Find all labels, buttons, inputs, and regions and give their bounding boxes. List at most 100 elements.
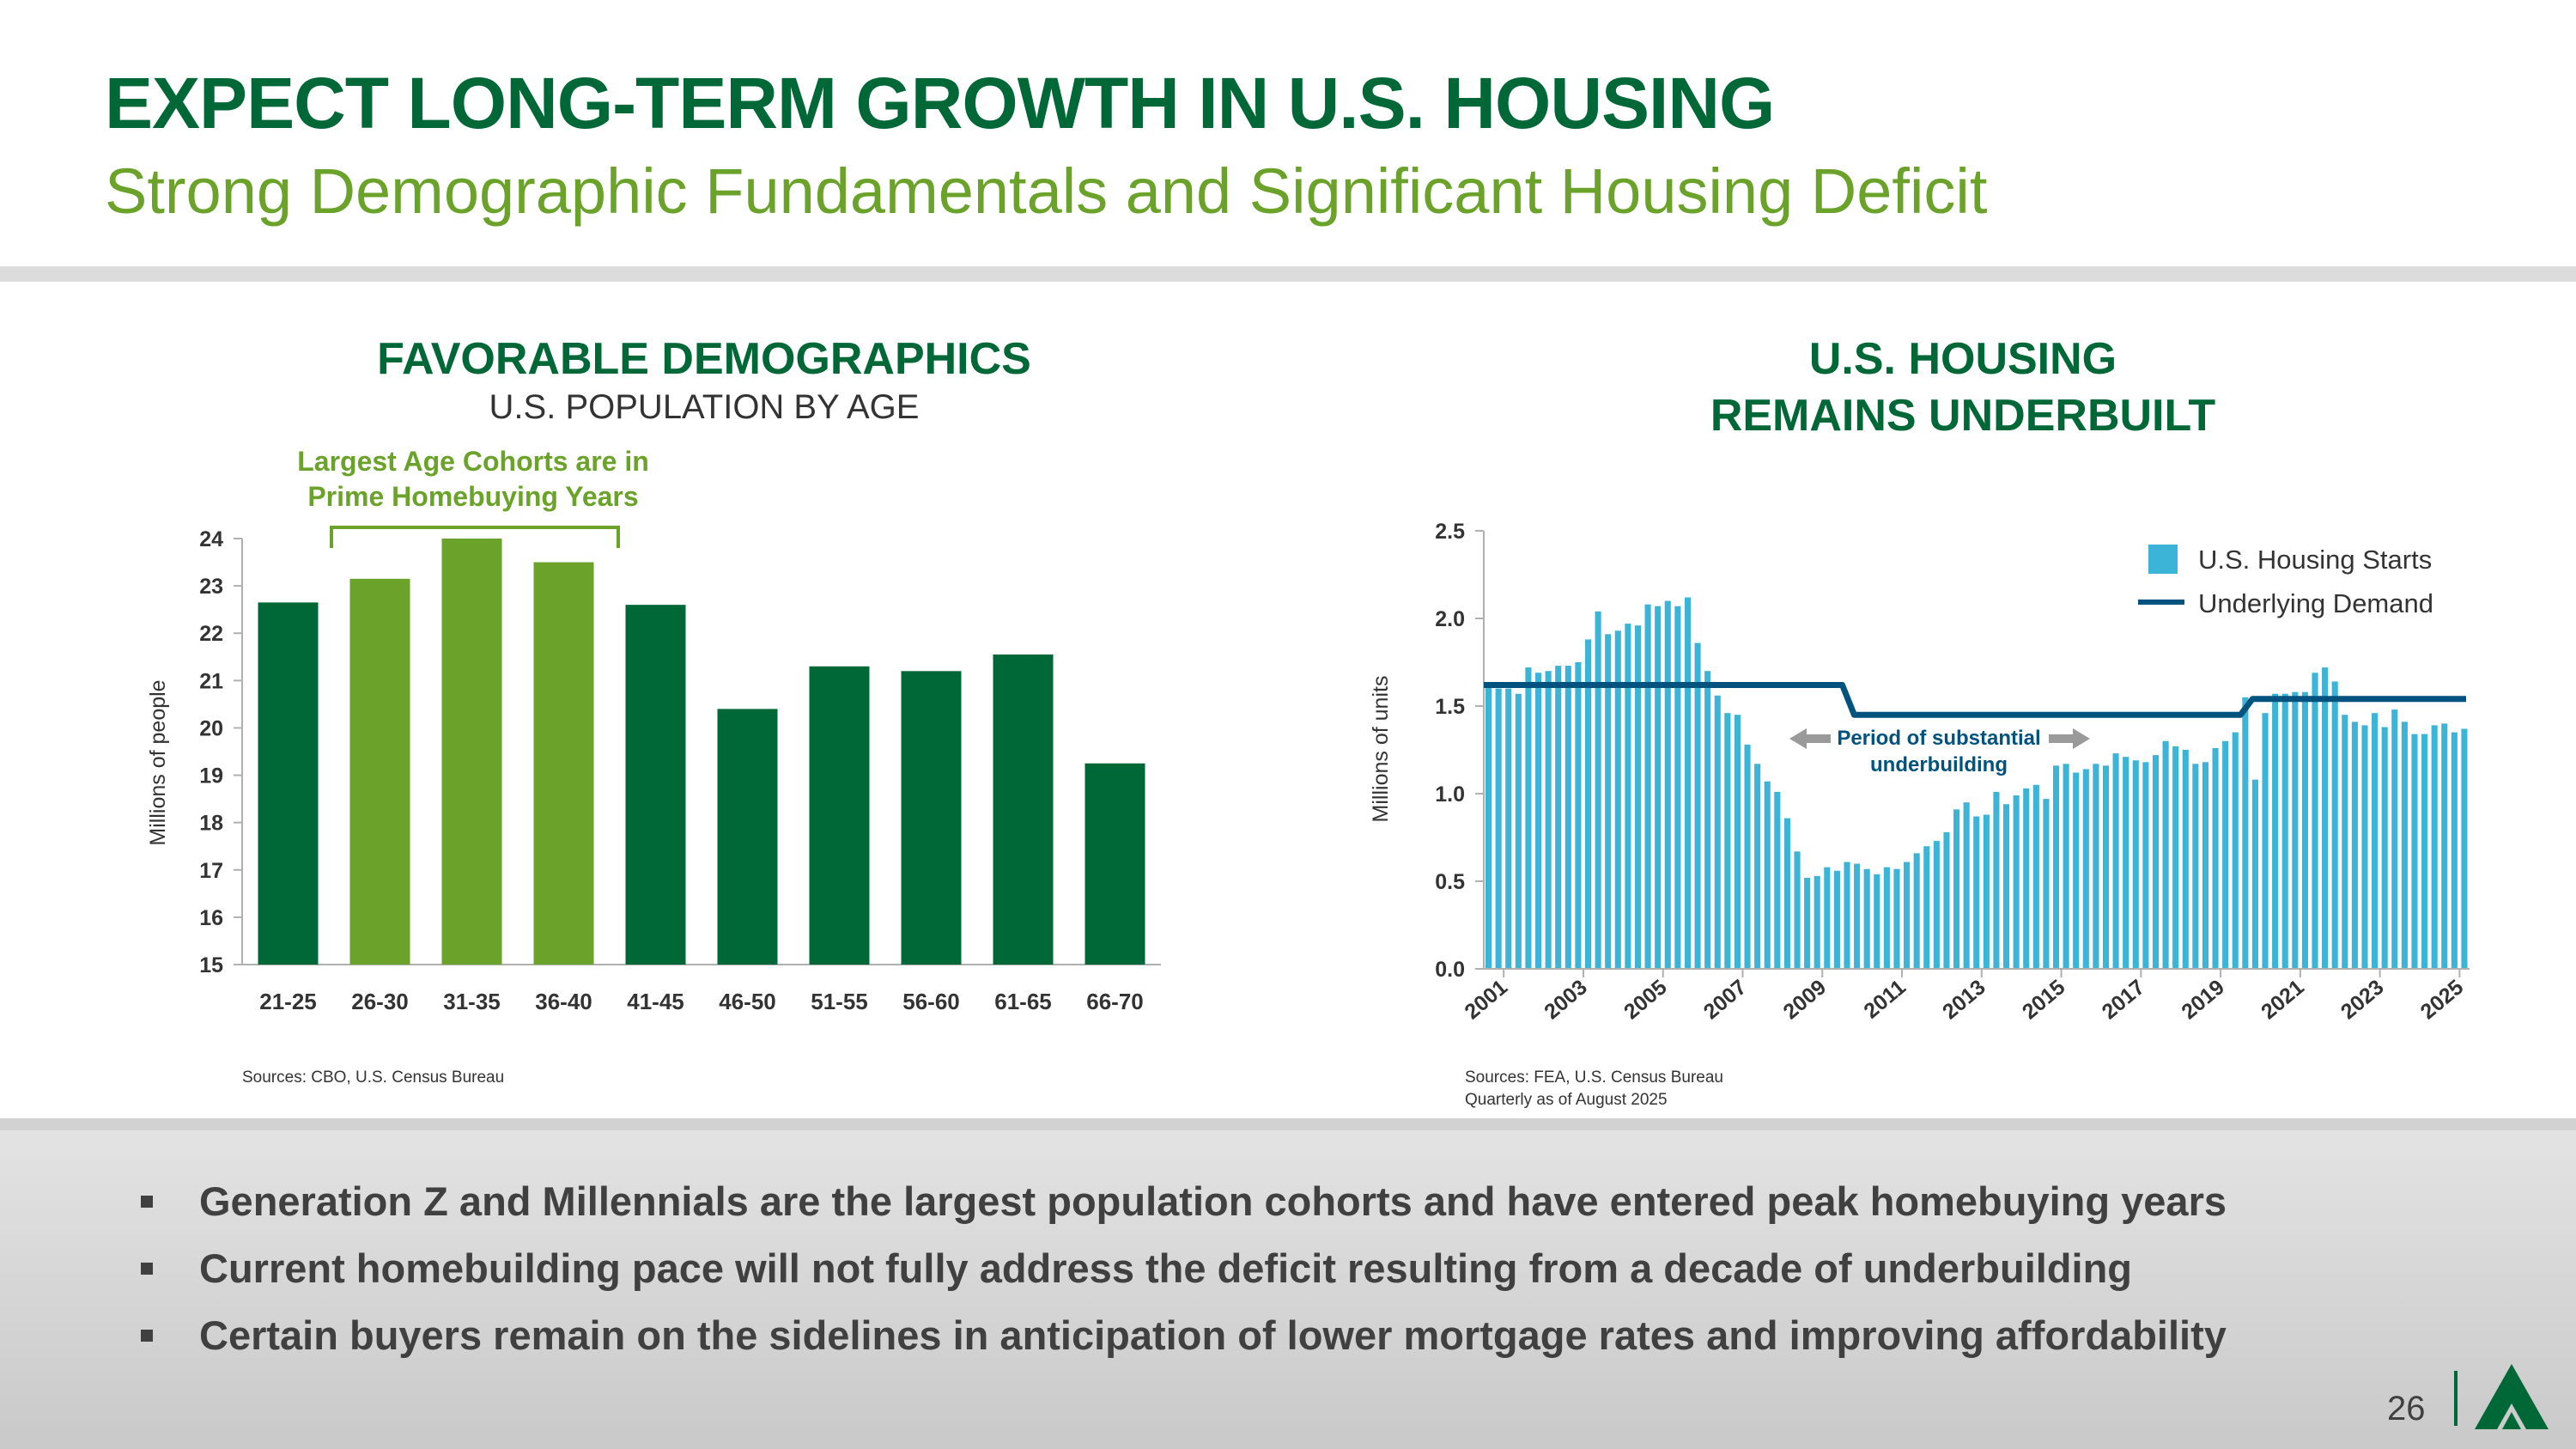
left-y-tick-label: 23 bbox=[199, 575, 223, 599]
housing-starts-bar bbox=[2123, 757, 2129, 969]
cohort-bracket bbox=[330, 526, 620, 548]
housing-starts-bar bbox=[2322, 667, 2329, 969]
left-y-tick-label: 18 bbox=[199, 812, 223, 836]
housing-starts-bar bbox=[1694, 642, 1701, 969]
housing-starts-bar bbox=[1904, 861, 1911, 969]
bullet-item: Current homebuilding pace will not fully… bbox=[137, 1239, 2227, 1306]
housing-starts-bar bbox=[2162, 740, 2169, 969]
housing-starts-bar bbox=[2063, 764, 2069, 969]
housing-starts-bar bbox=[1854, 863, 1861, 969]
housing-starts-bar bbox=[1625, 624, 1631, 969]
housing-starts-bar bbox=[2202, 762, 2209, 969]
housing-starts-bar bbox=[1595, 611, 1601, 969]
housing-starts-bar bbox=[1983, 814, 1990, 969]
housing-starts-bar bbox=[2043, 799, 2050, 969]
age-category-label: 31-35 bbox=[443, 989, 501, 1014]
legend-starts-label: U.S. Housing Starts bbox=[2198, 545, 2432, 575]
housing-starts-bar bbox=[1485, 685, 1492, 969]
housing-starts-bar bbox=[2251, 779, 2258, 969]
age-bar bbox=[533, 562, 594, 965]
bullet-text: Certain buyers remain on the sidelines i… bbox=[199, 1312, 2227, 1358]
housing-starts-bar bbox=[2192, 764, 2199, 969]
housing-starts-bar bbox=[1525, 667, 1532, 969]
housing-starts-bar bbox=[1664, 600, 1671, 969]
bottom-band bbox=[0, 1118, 2576, 1449]
age-bar bbox=[625, 605, 686, 965]
page-subtitle: Strong Demographic Fundamentals and Sign… bbox=[105, 155, 1988, 227]
housing-starts-bar bbox=[1943, 831, 1950, 969]
underlying-demand-line bbox=[1484, 682, 2466, 718]
bullet-square-icon bbox=[141, 1330, 153, 1342]
housing-starts-bar bbox=[2342, 715, 2348, 969]
left-panel-title: FAVORABLE DEMOGRAPHICS bbox=[377, 334, 1031, 384]
age-bar bbox=[901, 671, 962, 965]
age-bar bbox=[441, 539, 502, 965]
housing-starts-bar bbox=[1605, 634, 1612, 969]
bullet-item: Generation Z and Millennials are the lar… bbox=[137, 1172, 2227, 1239]
housing-starts-bar bbox=[1764, 781, 1771, 969]
housing-starts-bar bbox=[2272, 693, 2279, 969]
housing-starts-bar bbox=[2102, 765, 2110, 969]
housing-starts-bar bbox=[2232, 732, 2239, 969]
housing-starts-bar bbox=[2002, 804, 2010, 969]
age-category-label: 66-70 bbox=[1086, 989, 1144, 1014]
housing-starts-bar bbox=[2262, 713, 2269, 969]
housing-starts-bar bbox=[1953, 809, 1960, 969]
bullet-item: Certain buyers remain on the sidelines i… bbox=[137, 1306, 2227, 1373]
housing-starts-bar bbox=[1754, 764, 1761, 969]
housing-starts-bar bbox=[1863, 868, 1870, 969]
housing-starts-bar bbox=[2242, 697, 2249, 969]
right-annotation-line1: Period of substantial bbox=[1837, 727, 2040, 750]
left-y-tick-label: 15 bbox=[199, 953, 223, 977]
footer-divider bbox=[2454, 1371, 2458, 1426]
housing-starts-bar bbox=[2023, 788, 2030, 969]
year-tick-label: 2019 bbox=[2177, 975, 2229, 1024]
housing-starts-bar bbox=[1883, 867, 1890, 969]
housing-starts-bar bbox=[2441, 723, 2448, 969]
right-annotation-line2: underbuilding bbox=[1870, 753, 2008, 776]
housing-starts-chart: Millions of units U.S. Housing Starts Un… bbox=[1369, 520, 2470, 1024]
year-tick-label: 2007 bbox=[1699, 975, 1752, 1024]
right-y-tick-label: 2.0 bbox=[1435, 607, 1465, 631]
housing-starts-bar bbox=[2182, 750, 2189, 969]
housing-starts-bar bbox=[1634, 625, 1642, 969]
housing-starts-bar bbox=[1684, 597, 1692, 969]
year-tick-label: 2023 bbox=[2336, 975, 2389, 1024]
year-tick-label: 2021 bbox=[2257, 975, 2309, 1024]
left-y-tick-label: 21 bbox=[199, 669, 223, 693]
housing-starts-bar bbox=[2052, 765, 2060, 969]
housing-starts-bar bbox=[2132, 760, 2139, 969]
year-tick-label: 2009 bbox=[1779, 975, 1832, 1024]
housing-starts-bar bbox=[1734, 715, 1741, 969]
housing-starts-bar bbox=[1644, 604, 1651, 969]
year-tick-label: 2001 bbox=[1460, 975, 1512, 1024]
housing-starts-bar bbox=[1933, 841, 1940, 969]
right-y-tick-label: 2.5 bbox=[1435, 520, 1465, 544]
left-y-tick-label: 17 bbox=[199, 859, 223, 883]
left-panel-subtitle: U.S. POPULATION BY AGE bbox=[489, 388, 920, 426]
housing-starts-bar bbox=[2093, 764, 2099, 969]
population-chart: Largest Age Cohorts are in Prime Homebuy… bbox=[146, 446, 1161, 1014]
right-panel-title-line1: U.S. HOUSING bbox=[1808, 334, 2117, 384]
left-y-tick-label: 16 bbox=[199, 906, 223, 930]
housing-starts-bar bbox=[2073, 772, 2080, 969]
housing-starts-bar bbox=[2431, 725, 2438, 969]
housing-starts-bar bbox=[1505, 688, 1512, 969]
page-number: 26 bbox=[2387, 1390, 2426, 1428]
left-annotation-line1: Largest Age Cohorts are in bbox=[297, 446, 649, 477]
header-divider bbox=[0, 266, 2576, 282]
age-category-label: 56-60 bbox=[902, 989, 960, 1014]
housing-starts-bar bbox=[2222, 740, 2229, 969]
housing-starts-bar bbox=[2331, 681, 2338, 969]
housing-starts-bar bbox=[1804, 877, 1811, 969]
housing-starts-bar bbox=[1774, 791, 1781, 969]
housing-starts-bar bbox=[2082, 769, 2089, 969]
arrow-left-icon bbox=[1789, 728, 1831, 749]
age-category-label: 51-55 bbox=[811, 989, 868, 1014]
left-y-tick-label: 20 bbox=[199, 716, 223, 740]
key-points-list: Generation Z and Millennials are the lar… bbox=[137, 1172, 2227, 1373]
housing-starts-bar bbox=[2461, 728, 2468, 969]
housing-starts-bar bbox=[2281, 693, 2288, 969]
housing-starts-bar bbox=[2361, 725, 2368, 969]
age-category-label: 61-65 bbox=[994, 989, 1052, 1014]
